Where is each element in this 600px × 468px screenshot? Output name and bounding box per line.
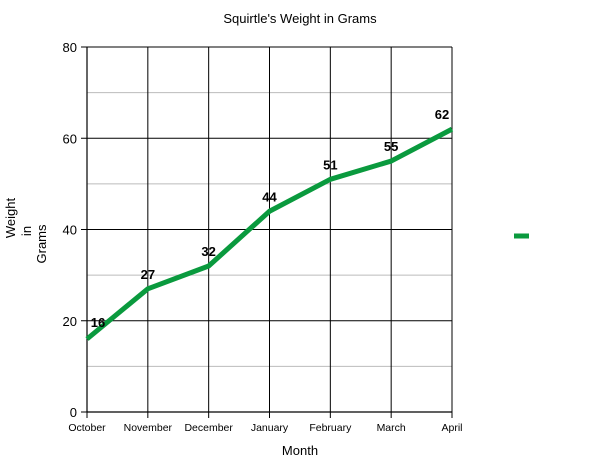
y-axis-label-line: Weight	[3, 198, 18, 239]
x-tick-label: January	[251, 422, 289, 434]
y-tick-label: 20	[63, 314, 77, 329]
data-label: 32	[201, 244, 215, 259]
chart-title: Squirtle's Weight in Grams	[223, 11, 377, 26]
y-tick-label: 40	[63, 223, 77, 238]
x-tick-label: November	[124, 422, 173, 434]
data-label: 27	[141, 267, 155, 282]
x-tick-label: October	[68, 422, 106, 434]
y-tick-label: 80	[63, 40, 77, 55]
x-tick-label: April	[441, 422, 462, 434]
data-label: 51	[323, 157, 337, 172]
data-label: 62	[435, 107, 449, 122]
y-tick-label: 0	[70, 405, 77, 420]
tick-labels: 0 20 40 60 80 October November December January F…	[63, 40, 463, 434]
x-axis-label: Month	[282, 443, 318, 458]
x-tick-label: February	[309, 422, 352, 434]
grid	[81, 47, 452, 418]
data-label: 55	[384, 139, 398, 154]
y-axis-label-line: in	[19, 226, 34, 236]
data-label: 16	[91, 315, 105, 330]
data-label: 44	[262, 189, 277, 204]
x-tick-label: December	[184, 422, 233, 434]
x-tick-label: March	[377, 422, 406, 434]
y-axis-label-line: Grams	[34, 224, 49, 264]
y-tick-label: 60	[63, 131, 77, 146]
